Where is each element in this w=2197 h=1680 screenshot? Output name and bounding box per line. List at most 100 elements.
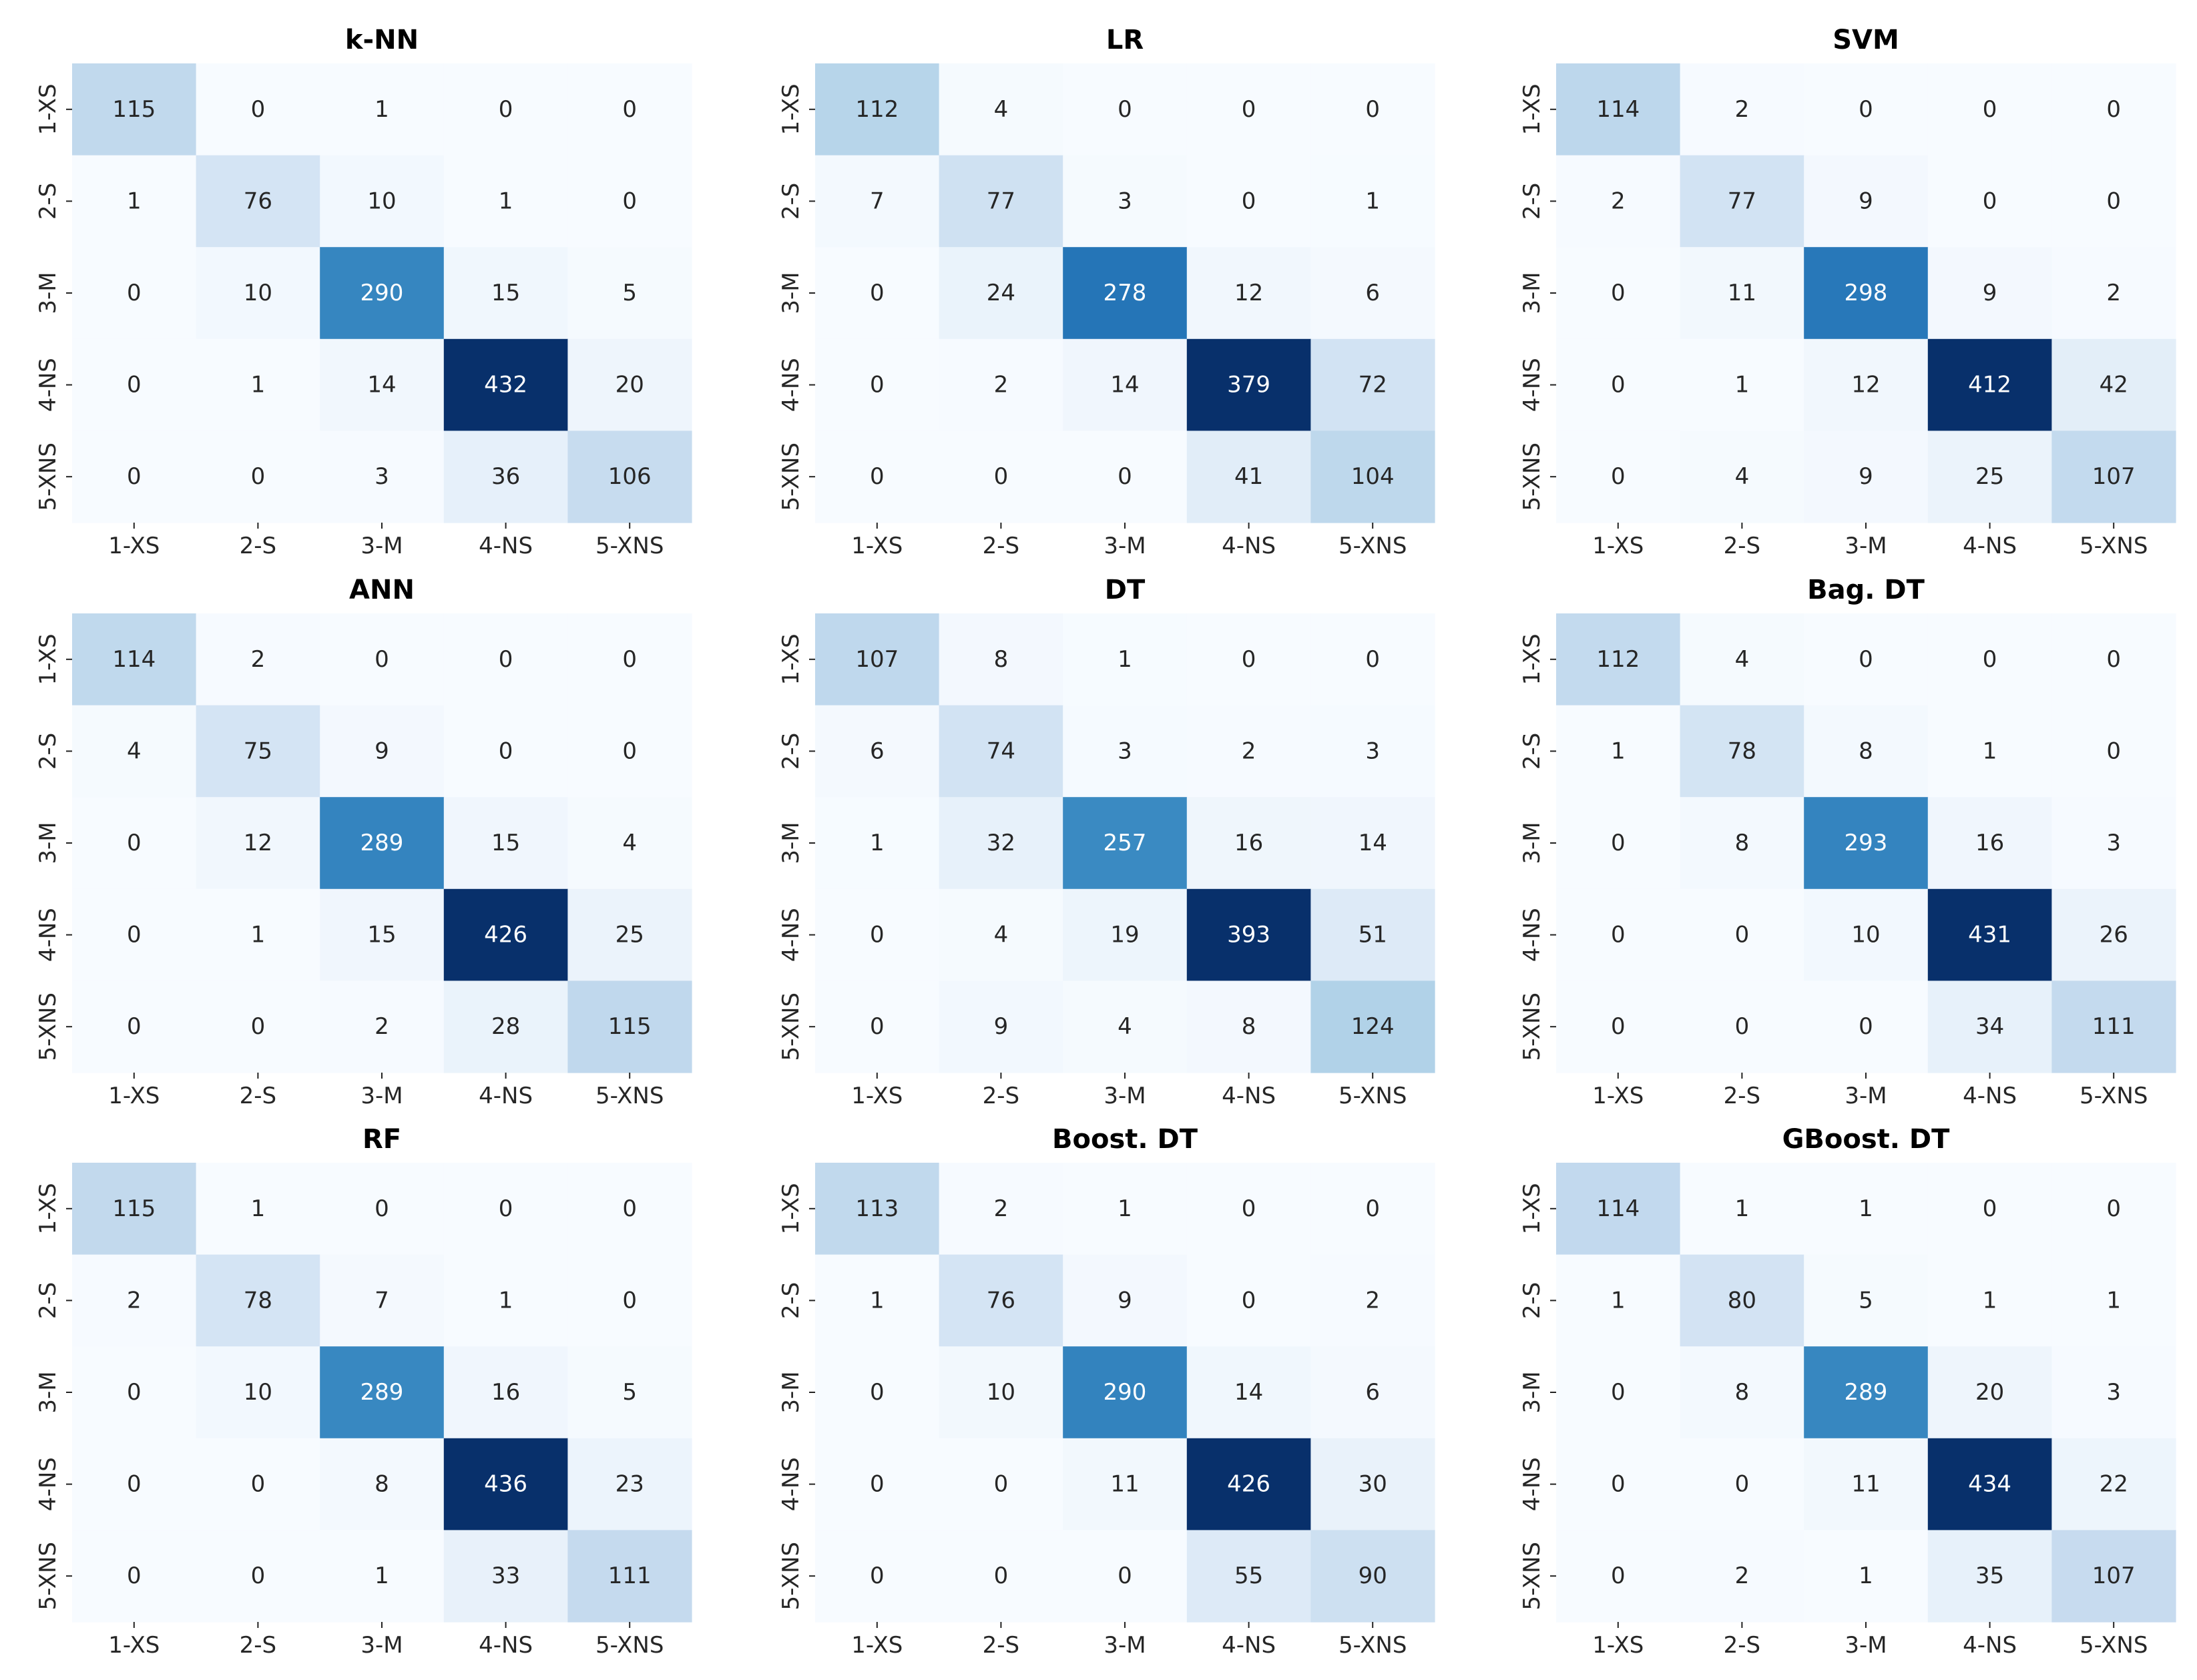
heatmap-cell (1680, 431, 1804, 523)
heatmap-cell (1186, 155, 1311, 248)
heatmap-cell (567, 1530, 692, 1623)
cell-value: 4 (1118, 1013, 1132, 1040)
heatmap-cell (815, 1254, 940, 1347)
heatmap-cell (1063, 63, 1188, 156)
heatmap-cell (567, 63, 692, 156)
heatmap-cell (939, 1254, 1063, 1347)
heatmap-cell (939, 705, 1063, 798)
heatmap-cell (1310, 247, 1435, 340)
y-tick-label: 5-XNS (35, 993, 61, 1061)
heatmap-cell (1680, 247, 1804, 340)
heatmap-cell (815, 613, 940, 706)
heatmap-cell (1680, 1438, 1804, 1530)
y-tick-label: 4-NS (778, 1457, 804, 1511)
heatmap-cell (1804, 1254, 1929, 1347)
cell-value: 11 (1728, 280, 1756, 306)
cell-value: 0 (1859, 1013, 1873, 1040)
heatmap-cell (320, 888, 445, 981)
panel-boost-dt: 113 2 1 0 01 76 9 0 20 10 290 14 60 0 11 426 300 0 0 55 90Bo… (778, 1124, 1435, 1659)
heatmap-cell (1063, 247, 1188, 340)
heatmap-cell (196, 797, 320, 890)
cell-value: 2 (1735, 1563, 1750, 1589)
heatmap-cell (815, 705, 940, 798)
x-tick-label: 1-XS (108, 1083, 160, 1109)
heatmap-cell (815, 797, 940, 890)
cell-value: 0 (2106, 188, 2121, 214)
cell-value: 14 (1234, 1379, 1263, 1406)
cell-value: 0 (622, 1195, 637, 1222)
heatmap-cell (1556, 155, 1681, 248)
x-tick-label: 4-NS (1222, 1632, 1276, 1659)
heatmap-cell (1927, 1438, 2052, 1530)
heatmap-cell (1804, 247, 1929, 340)
cell-value: 5 (1859, 1287, 1873, 1314)
heatmap-cell (1186, 247, 1311, 340)
heatmap-cell (2051, 613, 2176, 706)
heatmap-cell (1310, 1163, 1435, 1255)
x-tick-label: 3-M (360, 533, 403, 559)
heatmap-cell (320, 705, 445, 798)
heatmap-cell (320, 1438, 445, 1530)
cell-value: 1 (1735, 372, 1750, 398)
heatmap-cell (939, 247, 1063, 340)
heatmap-cell (443, 63, 568, 156)
heatmap-cell (1804, 613, 1929, 706)
heatmap-cell (72, 1346, 197, 1439)
y-tick-label: 1-XS (1519, 633, 1545, 685)
y-tick-label: 4-NS (35, 908, 61, 962)
cell-value: 0 (1611, 1013, 1626, 1040)
heatmap-cell (815, 338, 940, 431)
heatmap-cell (72, 247, 197, 340)
cell-value: 0 (251, 1471, 266, 1498)
heatmap-cell (196, 247, 320, 340)
heatmap-cell (196, 613, 320, 706)
panel-lr: 112 4 0 0 07 77 3 0 10 24 278 12 60 2 14 379 720 0 0 41 104L… (778, 25, 1435, 559)
heatmap-cell (72, 1254, 197, 1347)
x-tick-label: 4-NS (479, 1632, 533, 1659)
heatmap-cell (1556, 63, 1681, 156)
heatmap-cell (320, 338, 445, 431)
cell-value: 15 (491, 280, 520, 306)
cell-value: 0 (1735, 1013, 1750, 1040)
heatmap-cell (1310, 1254, 1435, 1347)
heatmap-cell (815, 981, 940, 1073)
cell-value: 0 (1611, 1379, 1626, 1406)
y-tick-label: 5-XNS (1519, 1542, 1545, 1611)
heatmap-cell (196, 1163, 320, 1255)
heatmap-cell (320, 613, 445, 706)
heatmap-cell (2051, 1530, 2176, 1623)
cell-value: 12 (1234, 280, 1263, 306)
cell-value: 8 (1859, 738, 1873, 764)
heatmap-cell (72, 431, 197, 523)
y-tick-label: 1-XS (778, 1183, 804, 1234)
x-tick-label: 4-NS (479, 533, 533, 559)
heatmap-cell (1556, 613, 1681, 706)
x-tick-label: 5-XNS (595, 1632, 664, 1659)
cell-value: 4 (622, 830, 637, 856)
heatmap-cell (1927, 1530, 2052, 1623)
cell-value: 289 (360, 1379, 404, 1406)
heatmap-cell (72, 338, 197, 431)
heatmap-cell (1186, 338, 1311, 431)
x-tick-label: 3-M (1845, 1083, 1887, 1109)
heatmap-cell (1927, 888, 2052, 981)
heatmap-cell (196, 1438, 320, 1530)
cell-value: 0 (622, 188, 637, 214)
cell-value: 75 (244, 738, 272, 764)
cell-value: 9 (1859, 463, 1873, 490)
heatmap-cell (1556, 981, 1681, 1073)
x-tick-label: 3-M (1104, 533, 1146, 559)
y-tick-label: 2-S (778, 183, 804, 220)
x-tick-label: 1-XS (1592, 533, 1644, 559)
cell-value: 0 (1735, 1471, 1750, 1498)
heatmap-cell (567, 613, 692, 706)
cell-value: 0 (127, 922, 142, 948)
heatmap-cell (939, 981, 1063, 1073)
y-tick-label: 4-NS (1519, 908, 1545, 962)
y-tick-label: 4-NS (778, 908, 804, 962)
cell-value: 1 (375, 96, 389, 123)
x-tick-label: 3-M (1845, 533, 1887, 559)
cell-value: 14 (1359, 830, 1387, 856)
x-tick-label: 4-NS (1222, 1083, 1276, 1109)
heatmap-cell (1927, 705, 2052, 798)
